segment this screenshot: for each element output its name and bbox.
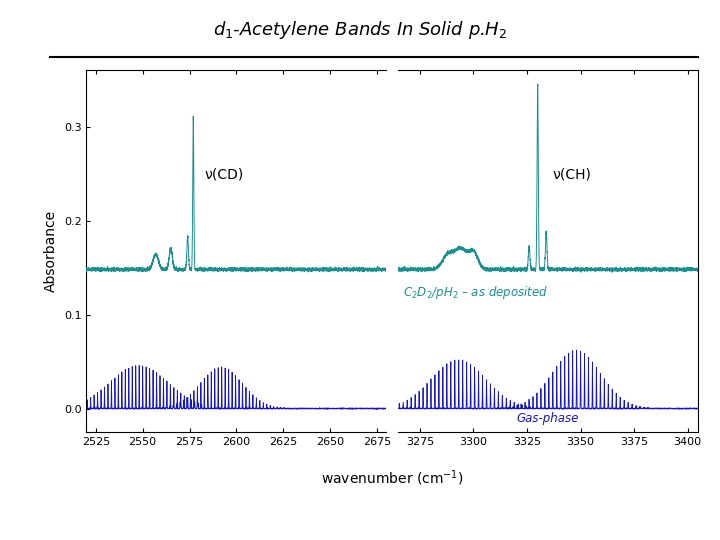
- Text: Gas-phase: Gas-phase: [516, 411, 579, 424]
- Y-axis label: Absorbance: Absorbance: [44, 210, 58, 292]
- Text: ISMS 2016: ISMS 2016: [22, 513, 96, 526]
- Text: C$_2$D$_2$/pH$_2$ – as deposited: C$_2$D$_2$/pH$_2$ – as deposited: [402, 284, 548, 301]
- Text: $d_1$-Acetylene Bands In Solid p.H$_2$: $d_1$-Acetylene Bands In Solid p.H$_2$: [213, 19, 507, 40]
- Text: Aaron Strom: Aaron Strom: [316, 513, 404, 526]
- Text: University of Wyoming: University of Wyoming: [539, 513, 698, 526]
- Text: ν(CD): ν(CD): [204, 167, 244, 181]
- Text: wavenumber (cm$^{-1}$): wavenumber (cm$^{-1}$): [321, 468, 464, 488]
- Text: ν(CH): ν(CH): [553, 167, 592, 181]
